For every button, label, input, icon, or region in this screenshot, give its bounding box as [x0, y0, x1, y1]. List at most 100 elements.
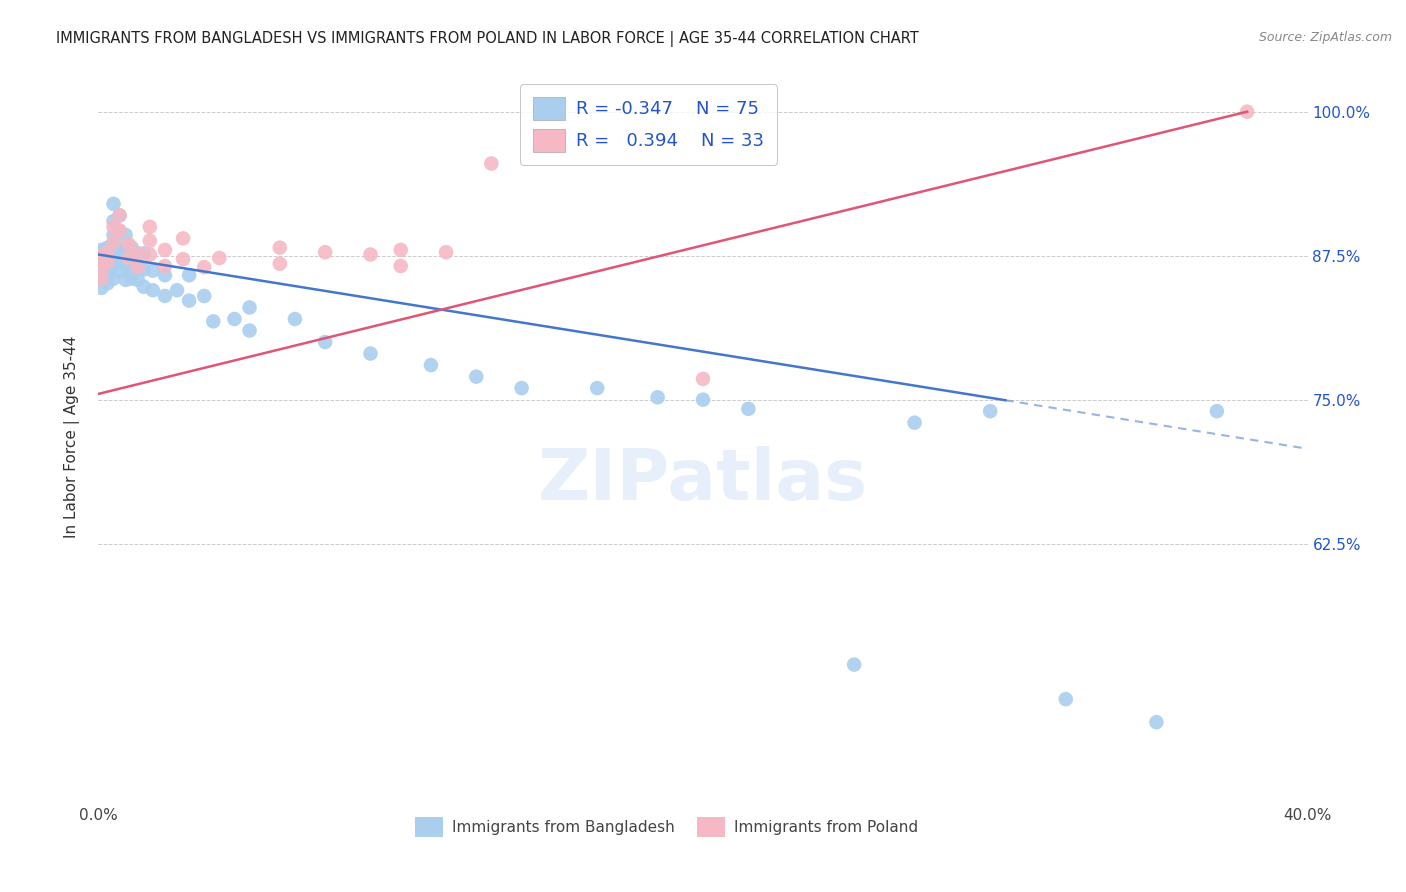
Point	[108, 208, 131, 222]
Point	[108, 208, 131, 222]
Point	[510, 381, 533, 395]
Point	[166, 283, 188, 297]
Point	[90, 250, 112, 264]
Text: ZIPatlas: ZIPatlas	[538, 447, 868, 516]
Point	[114, 241, 136, 255]
Point	[121, 271, 143, 285]
Point	[389, 259, 412, 273]
Point	[121, 260, 143, 275]
Point	[239, 324, 262, 338]
Point	[153, 289, 176, 303]
Point	[193, 260, 215, 275]
Point	[127, 246, 149, 260]
Point	[127, 273, 149, 287]
Point	[103, 271, 125, 285]
Point	[90, 266, 112, 280]
Text: IMMIGRANTS FROM BANGLADESH VS IMMIGRANTS FROM POLAND IN LABOR FORCE | AGE 35-44 : IMMIGRANTS FROM BANGLADESH VS IMMIGRANTS…	[56, 31, 920, 47]
Point	[96, 254, 118, 268]
Point	[193, 289, 215, 303]
Point	[96, 245, 118, 260]
Point	[90, 263, 112, 277]
Point	[108, 241, 131, 255]
Point	[108, 251, 131, 265]
Point	[96, 247, 118, 261]
Point	[127, 259, 149, 273]
Point	[224, 312, 246, 326]
Point	[96, 268, 118, 283]
Point	[90, 254, 112, 268]
Point	[139, 234, 162, 248]
Point	[737, 401, 759, 416]
Point	[586, 381, 609, 395]
Point	[103, 197, 125, 211]
Point	[90, 243, 112, 257]
Point	[647, 390, 669, 404]
Point	[96, 277, 118, 291]
Point	[1054, 692, 1077, 706]
Point	[90, 249, 112, 263]
Point	[90, 257, 112, 271]
Point	[389, 243, 412, 257]
Point	[127, 260, 149, 275]
Y-axis label: In Labor Force | Age 35-44: In Labor Force | Age 35-44	[63, 336, 80, 538]
Point	[239, 301, 262, 315]
Point	[979, 404, 1001, 418]
Point	[90, 259, 112, 273]
Point	[114, 273, 136, 287]
Point	[114, 249, 136, 263]
Point	[465, 369, 488, 384]
Point	[1144, 715, 1167, 730]
Point	[314, 334, 336, 349]
Point	[360, 346, 382, 360]
Point	[314, 245, 336, 260]
Point	[103, 241, 125, 255]
Point	[153, 259, 176, 273]
Point	[202, 314, 225, 328]
Point	[692, 392, 714, 407]
Point	[127, 246, 149, 260]
Point	[90, 271, 112, 285]
Point	[269, 241, 291, 255]
Point	[139, 247, 162, 261]
Point	[114, 227, 136, 242]
Point	[904, 416, 927, 430]
Legend: Immigrants from Bangladesh, Immigrants from Poland: Immigrants from Bangladesh, Immigrants f…	[409, 811, 924, 843]
Point	[103, 249, 125, 263]
Point	[132, 279, 155, 293]
Point	[179, 293, 201, 308]
Point	[90, 271, 112, 285]
Point	[172, 231, 194, 245]
Point	[172, 252, 194, 266]
Point	[179, 268, 201, 283]
Point	[103, 258, 125, 272]
Point	[142, 263, 165, 277]
Point	[360, 247, 382, 261]
Point	[103, 214, 125, 228]
Point	[132, 246, 155, 260]
Point	[121, 241, 143, 255]
Point	[434, 245, 457, 260]
Point	[96, 254, 118, 268]
Point	[108, 263, 131, 277]
Point	[118, 237, 141, 252]
Point	[121, 249, 143, 263]
Point	[96, 241, 118, 255]
Point	[153, 268, 176, 283]
Point	[108, 224, 131, 238]
Point	[481, 156, 503, 170]
Point	[153, 243, 176, 257]
Point	[139, 219, 162, 234]
Point	[420, 358, 443, 372]
Point	[90, 246, 112, 260]
Point	[284, 312, 307, 326]
Text: Source: ZipAtlas.com: Source: ZipAtlas.com	[1258, 31, 1392, 45]
Point	[692, 372, 714, 386]
Point	[142, 283, 165, 297]
Point	[96, 260, 118, 275]
Point	[103, 227, 125, 242]
Point	[90, 281, 112, 295]
Point	[114, 259, 136, 273]
Point	[269, 257, 291, 271]
Point	[208, 251, 231, 265]
Point	[103, 235, 125, 249]
